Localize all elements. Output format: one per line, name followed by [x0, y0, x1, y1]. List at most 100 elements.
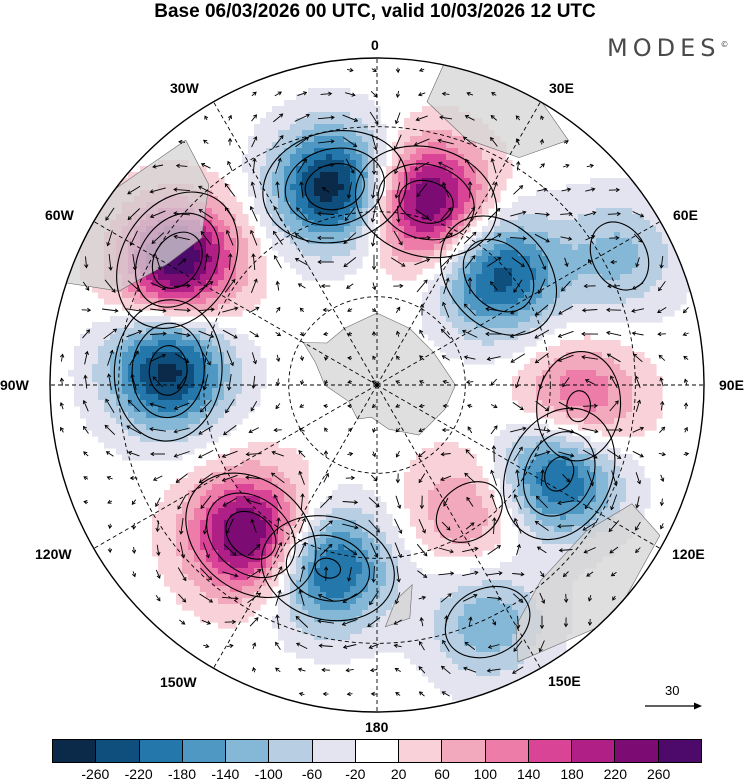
field-cell: [518, 370, 525, 377]
field-cell: [182, 502, 189, 509]
field-cell: [470, 568, 477, 575]
field-cell: [368, 160, 375, 167]
field-cell: [572, 496, 579, 503]
field-cell: [146, 430, 153, 437]
field-cell: [434, 322, 441, 329]
field-cell: [524, 370, 531, 377]
field-cell: [320, 202, 327, 209]
field-cell: [548, 376, 555, 383]
field-cell: [452, 352, 459, 359]
field-cell: [296, 508, 303, 515]
field-cell: [560, 358, 567, 365]
field-cell: [272, 148, 279, 155]
field-cell: [248, 370, 255, 377]
field-cell: [626, 202, 633, 209]
field-cell: [308, 232, 315, 239]
field-cell: [596, 508, 603, 515]
field-cell: [590, 202, 597, 209]
field-cell: [254, 346, 261, 353]
field-cell: [590, 442, 597, 449]
field-cell: [218, 556, 225, 563]
field-cell: [464, 196, 471, 203]
field-cell: [134, 412, 141, 419]
field-cell: [542, 292, 549, 299]
field-cell: [98, 406, 105, 413]
field-cell: [530, 370, 537, 377]
field-cell: [104, 370, 111, 377]
field-cell: [176, 406, 183, 413]
field-cell: [380, 538, 387, 545]
field-cell: [350, 196, 357, 203]
field-cell: [614, 376, 621, 383]
field-cell: [308, 178, 315, 185]
field-cell: [236, 208, 243, 215]
field-cell: [236, 466, 243, 473]
field-cell: [518, 262, 525, 269]
field-cell: [368, 532, 375, 539]
field-cell: [176, 544, 183, 551]
field-cell: [254, 256, 261, 263]
field-cell: [500, 568, 507, 575]
field-cell: [206, 328, 213, 335]
field-cell: [344, 520, 351, 527]
field-cell: [422, 484, 429, 491]
field-cell: [284, 496, 291, 503]
field-cell: [362, 550, 369, 557]
field-cell: [542, 514, 549, 521]
field-cell: [596, 358, 603, 365]
field-cell: [284, 154, 291, 161]
field-cell: [368, 166, 375, 173]
field-cell: [578, 442, 585, 449]
field-cell: [410, 226, 417, 233]
field-cell: [164, 394, 171, 401]
field-cell: [296, 196, 303, 203]
field-cell: [416, 526, 423, 533]
field-cell: [350, 250, 357, 257]
field-cell: [326, 568, 333, 575]
field-cell: [662, 274, 669, 281]
field-cell: [314, 220, 321, 227]
field-cell: [296, 94, 303, 101]
field-cell: [488, 352, 495, 359]
field-cell: [506, 322, 513, 329]
field-cell: [470, 220, 477, 227]
field-cell: [158, 268, 165, 275]
field-cell: [332, 142, 339, 149]
field-cell: [350, 190, 357, 197]
field-cell: [422, 148, 429, 155]
field-cell: [554, 232, 561, 239]
field-cell: [380, 556, 387, 563]
field-cell: [464, 544, 471, 551]
field-cell: [320, 520, 327, 527]
field-cell: [668, 292, 675, 299]
field-cell: [506, 280, 513, 287]
field-cell: [452, 448, 459, 455]
field-cell: [416, 532, 423, 539]
field-cell: [566, 340, 573, 347]
field-cell: [470, 178, 477, 185]
field-cell: [248, 178, 255, 185]
field-cell: [272, 514, 279, 521]
field-cell: [218, 526, 225, 533]
field-cell: [458, 208, 465, 215]
field-cell: [74, 358, 81, 365]
field-cell: [572, 220, 579, 227]
field-cell: [584, 352, 591, 359]
field-cell: [188, 472, 195, 479]
field-cell: [236, 214, 243, 221]
field-cell: [524, 442, 531, 449]
field-cell: [224, 424, 231, 431]
field-cell: [446, 178, 453, 185]
field-cell: [362, 544, 369, 551]
field-cell: [254, 178, 261, 185]
field-cell: [248, 568, 255, 575]
field-cell: [572, 448, 579, 455]
field-cell: [344, 244, 351, 251]
field-cell: [326, 142, 333, 149]
field-cell: [206, 352, 213, 359]
field-cell: [410, 118, 417, 125]
field-cell: [356, 136, 363, 143]
field-cell: [566, 208, 573, 215]
field-cell: [560, 484, 567, 491]
field-cell: [266, 520, 273, 527]
